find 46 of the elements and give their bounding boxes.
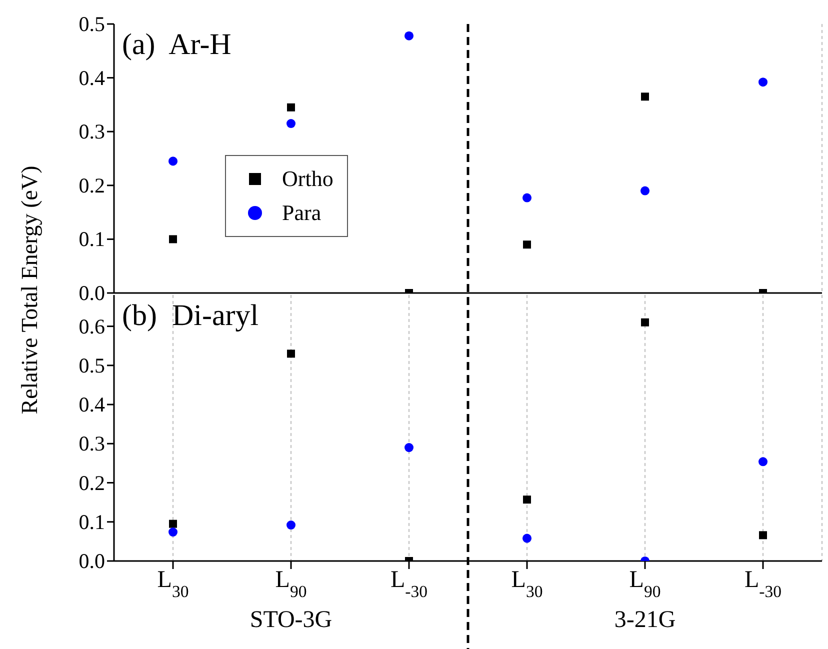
x-tick-label: L$_{30}$: [157, 567, 189, 600]
legend-label: Para: [282, 199, 322, 227]
point: [168, 528, 178, 537]
y-tick-label: 0.5: [78, 12, 105, 36]
point: [287, 350, 295, 358]
x-tick-label: L$_{30}$: [511, 567, 543, 600]
point: [286, 119, 296, 128]
point: [758, 78, 768, 87]
chart-title: (b) Di-aryl: [122, 299, 259, 333]
y-tick-label: 0.1: [78, 227, 105, 252]
point: [759, 531, 767, 540]
point: [404, 31, 414, 40]
y-tick-label: 0.6: [78, 314, 105, 338]
y-tick-label: 0.4: [78, 392, 106, 417]
text: STO-3G: [248, 607, 334, 634]
y-tick-label: 0.0: [78, 549, 105, 573]
point: [404, 443, 414, 452]
point: [169, 235, 177, 244]
point: [169, 520, 177, 528]
point: [640, 186, 650, 196]
y-tick-label: 0.2: [78, 470, 105, 495]
point: [641, 92, 649, 101]
point: [522, 534, 532, 543]
legend-label: Ortho: [282, 165, 334, 193]
x-tick-label: L$_{90}$: [629, 567, 661, 600]
point: [523, 496, 531, 504]
y-tick-label: 0.4: [78, 66, 106, 90]
point: [758, 457, 768, 466]
x-tick-label: L$_{-30}$: [390, 567, 428, 600]
y-tick-label: 0.3: [78, 120, 105, 144]
point: [286, 520, 296, 530]
x-tick-label: L$_{90}$: [275, 567, 307, 600]
point: [522, 193, 532, 202]
chart-title: (a) Ar-H: [122, 28, 232, 62]
text: 3-21G: [613, 607, 677, 634]
y-tick-label: 0.1: [78, 510, 105, 534]
point: [287, 103, 295, 112]
y-tick-label: 0.5: [78, 353, 105, 378]
y-tick-label: 0.3: [78, 432, 105, 456]
x-tick-label: L$_{-30}$: [744, 567, 782, 600]
y-axis-title: Relative Total Energy (eV): [17, 166, 43, 414]
y-tick-label: 0.2: [78, 173, 105, 198]
point: [168, 156, 178, 166]
point: [641, 318, 649, 326]
y-tick-label: 0.0: [78, 281, 105, 305]
point: [523, 240, 531, 249]
